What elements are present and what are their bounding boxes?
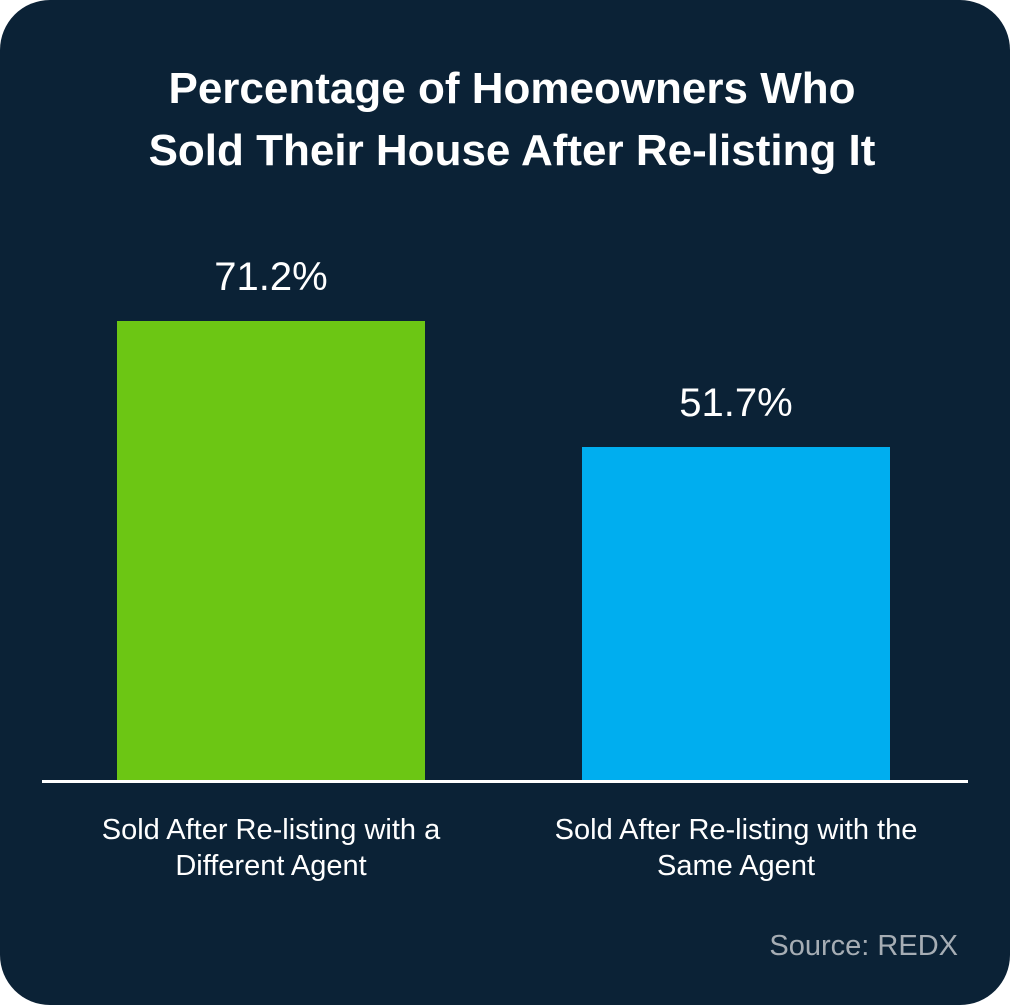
category-label: Sold After Re-listing with a Different A… (101, 814, 441, 882)
chart-title: Percentage of Homeowners Who Sold Their … (148, 64, 876, 175)
value-label: 51.7% (679, 380, 793, 425)
baseline (42, 780, 968, 783)
value-label: 71.2% (214, 254, 328, 299)
bar (117, 320, 425, 780)
category-label: Sold After Re-listing with the Same Agen… (554, 814, 918, 882)
bar (582, 446, 890, 780)
source-note: Source: REDX (769, 930, 958, 962)
